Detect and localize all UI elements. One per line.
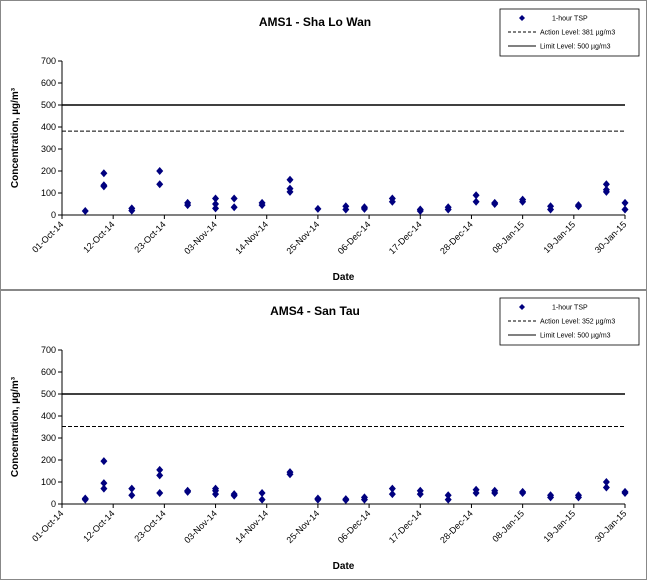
data-point <box>547 205 555 214</box>
data-point <box>230 491 238 500</box>
data-point <box>602 483 610 492</box>
data-point <box>286 175 294 184</box>
data-point <box>212 204 220 213</box>
data-point <box>100 457 108 466</box>
data-point <box>184 201 192 210</box>
data-point <box>100 479 108 488</box>
chart-title: AMS4 - San Tau <box>270 304 360 318</box>
data-point <box>81 207 89 216</box>
legend-label: Limit Level: 500 µg/m3 <box>540 44 611 51</box>
data-point <box>444 205 452 214</box>
data-point <box>258 489 266 497</box>
data-point <box>230 194 238 203</box>
y-tick-label: 500 <box>41 100 56 110</box>
data-point <box>156 471 164 480</box>
data-point <box>602 187 610 196</box>
data-point <box>258 201 266 210</box>
data-point <box>519 197 527 206</box>
data-point <box>416 207 424 216</box>
y-axis-label: Concentration, µg/m³ <box>10 376 21 477</box>
chart-title: AMS1 - Sha Lo Wan <box>259 15 371 29</box>
y-tick-label: 400 <box>41 122 56 132</box>
data-point <box>81 495 89 504</box>
data-point <box>184 487 192 496</box>
y-tick-label: 100 <box>41 188 56 198</box>
data-point <box>574 202 582 211</box>
data-point <box>128 484 136 493</box>
data-point <box>314 495 322 504</box>
y-tick-label: 600 <box>41 78 56 88</box>
legend-label: 1-hour TSP <box>552 16 588 23</box>
y-axis-label: Concentration, µg/m³ <box>10 87 21 188</box>
y-tick-label: 700 <box>41 345 56 355</box>
data-point <box>602 180 610 189</box>
legend-marker <box>519 15 525 21</box>
data-point <box>342 205 350 214</box>
data-point <box>128 491 136 500</box>
data-point <box>491 489 499 497</box>
data-point <box>602 478 610 486</box>
data-point <box>212 490 220 499</box>
y-tick-label: 300 <box>41 144 56 154</box>
legend-label: Limit Level: 500 µg/m3 <box>540 333 611 340</box>
y-tick-label: 700 <box>41 56 56 66</box>
data-point <box>444 491 452 500</box>
data-point <box>156 180 164 189</box>
data-point <box>444 495 452 504</box>
data-point <box>286 470 294 479</box>
data-point <box>621 198 629 207</box>
data-point <box>100 484 108 493</box>
legend-label: 1-hour TSP <box>552 305 588 312</box>
data-point <box>416 490 424 499</box>
data-point <box>258 495 266 504</box>
data-point <box>547 493 555 502</box>
data-point <box>388 484 396 493</box>
data-point <box>156 167 164 175</box>
data-point <box>472 191 480 200</box>
x-axis-label: Date <box>333 561 355 572</box>
data-point <box>314 204 322 213</box>
data-point <box>100 169 108 178</box>
data-point <box>388 197 396 206</box>
y-tick-label: 600 <box>41 367 56 377</box>
y-tick-label: 0 <box>51 210 56 220</box>
data-point <box>491 200 499 208</box>
data-point <box>621 205 629 214</box>
data-point <box>100 182 108 191</box>
y-tick-label: 200 <box>41 166 56 176</box>
y-tick-label: 400 <box>41 411 56 421</box>
y-tick-label: 0 <box>51 499 56 509</box>
data-point <box>472 489 480 497</box>
y-tick-label: 300 <box>41 433 56 443</box>
data-point <box>342 496 350 505</box>
y-tick-label: 200 <box>41 455 56 465</box>
data-point <box>230 203 238 212</box>
x-axis-label: Date <box>333 272 355 283</box>
data-point <box>360 495 368 504</box>
y-tick-label: 500 <box>41 389 56 399</box>
data-point <box>156 489 164 497</box>
data-point <box>156 465 164 474</box>
legend-label: Action Level: 352 µg/m3 <box>540 319 615 326</box>
data-point <box>574 493 582 502</box>
legend-marker <box>519 304 525 310</box>
data-point <box>472 197 480 206</box>
data-point <box>388 490 396 499</box>
data-point <box>212 200 220 208</box>
data-point <box>212 194 220 203</box>
y-tick-label: 100 <box>41 477 56 487</box>
legend-label: Action Level: 381 µg/m3 <box>540 30 615 37</box>
data-point <box>286 187 294 196</box>
data-point <box>621 489 629 497</box>
data-point <box>360 204 368 213</box>
data-point <box>128 206 136 215</box>
data-point <box>519 489 527 497</box>
